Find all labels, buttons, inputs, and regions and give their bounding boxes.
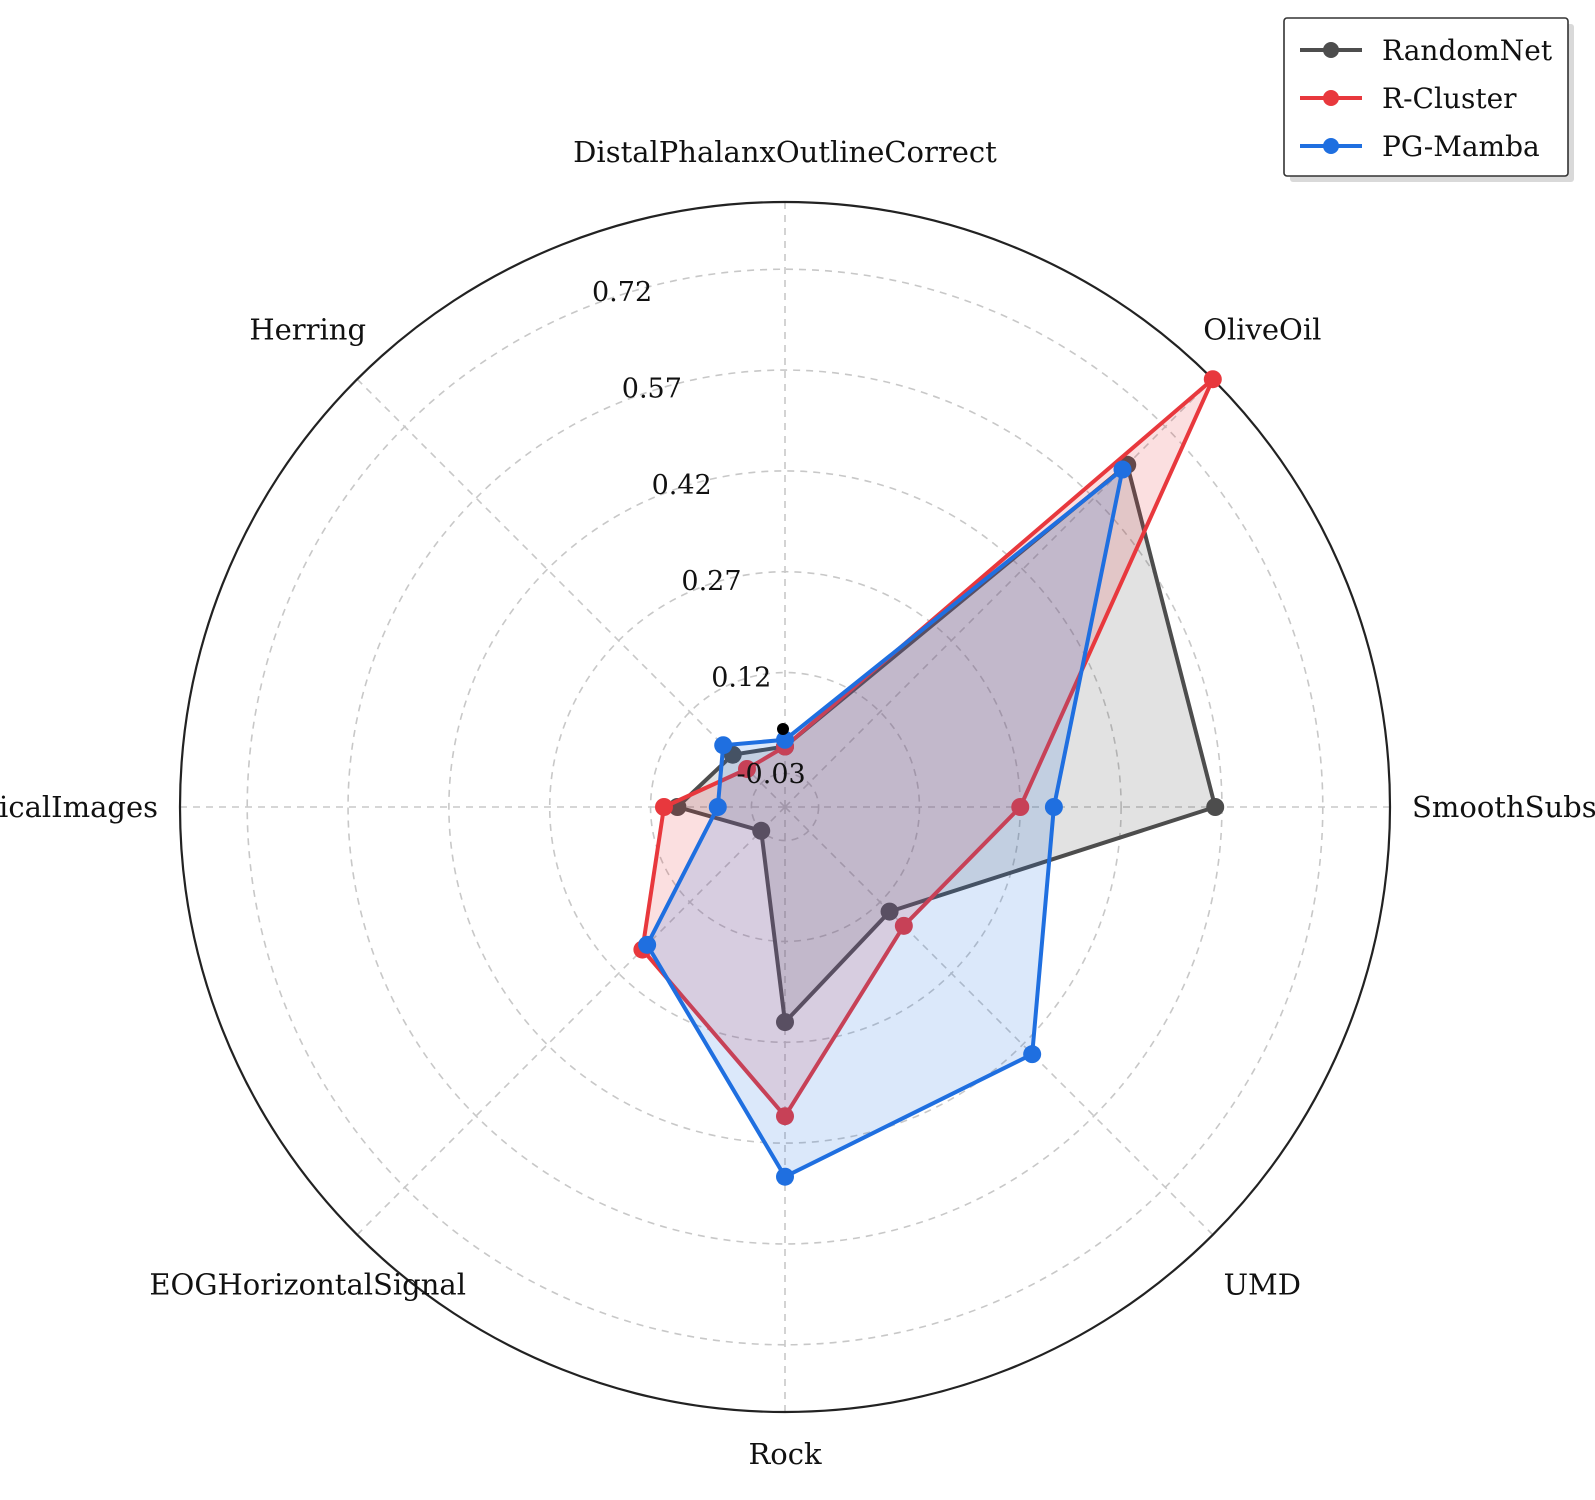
series-1-point-1 [1203, 370, 1222, 389]
series-area-0 [677, 464, 1216, 1023]
series-2-point-2 [1044, 798, 1063, 816]
series-2-point-0 [776, 730, 794, 749]
tick-label-1: 0.12 [711, 663, 771, 694]
tick-label-0: -0.03 [736, 759, 805, 790]
series-1-point-4 [776, 1107, 794, 1126]
axis-label-3: UMD [1224, 1267, 1301, 1301]
series-0-point-4 [776, 1013, 794, 1032]
axis-label-6: MedicalImages [0, 790, 158, 824]
series-1-point-7 [737, 759, 756, 778]
series-2-point-6 [708, 798, 727, 816]
tick-label-2: 0.27 [681, 566, 741, 597]
series-area-2 [647, 469, 1123, 1177]
series-1-point-3 [894, 916, 913, 935]
series-2-point-3 [1023, 1045, 1042, 1064]
legend: RandomNet R-Cluster PG-Mamba [1283, 17, 1574, 182]
axis-label-7: Herring [249, 313, 366, 347]
grid-ring-3 [448, 470, 1122, 1144]
legend-marker-1 [1323, 90, 1339, 106]
axis-label-4: Rock [748, 1437, 822, 1471]
grid-ring-0 [750, 772, 820, 842]
center-marker [777, 723, 789, 735]
axis-label-0: DistalPhalanxOutlineCorrect [573, 135, 997, 169]
legend-label-1: R-Cluster [1382, 82, 1517, 115]
tick-layer: -0.03 0.12 0.27 0.42 0.57 0.72 [592, 277, 806, 790]
tick-label-4: 0.57 [622, 374, 682, 405]
legend-label-0: RandomNet [1382, 34, 1553, 67]
series-2-point-5 [638, 935, 657, 954]
series-2-point-4 [776, 1167, 794, 1186]
legend-box [1283, 17, 1569, 177]
legend-marker-2 [1323, 138, 1339, 154]
series-2-point-7 [714, 736, 733, 755]
tick-label-3: 0.42 [652, 470, 712, 501]
series-area-1 [642, 379, 1213, 1117]
series-layer [633, 370, 1225, 1186]
outer-ring [178, 200, 1392, 1414]
tick-label-5: 0.72 [592, 277, 652, 308]
series-0-point-5 [752, 821, 771, 840]
series-2-point-1 [1113, 460, 1132, 479]
legend-marker-0 [1323, 42, 1339, 58]
spoke-5 [356, 806, 786, 1236]
legend-label-2: PG-Mamba [1382, 130, 1540, 163]
spoke-1 [784, 378, 1214, 808]
series-0-point-2 [1206, 798, 1225, 816]
spoke-3 [784, 806, 1214, 1236]
axis-label-2: SmoothSubspace [1412, 790, 1595, 824]
axis-label-5: EOGHorizontalSignal [149, 1267, 466, 1301]
spoke-7 [356, 378, 786, 808]
series-1-point-2 [1011, 798, 1030, 816]
axis-label-1: OliveOil [1203, 313, 1321, 347]
series-1-point-6 [655, 798, 673, 816]
series-0-point-3 [880, 902, 899, 921]
axis-label-layer: DistalPhalanxOutlineCorrect OliveOil Smoot… [0, 135, 1595, 1471]
